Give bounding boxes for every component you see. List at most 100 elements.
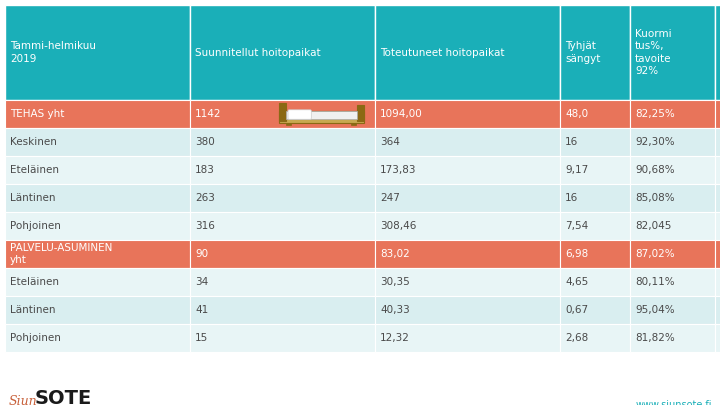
Text: Tyhjät
sängyt: Tyhjät sängyt xyxy=(565,41,600,64)
Bar xyxy=(190,5,375,100)
Text: 247: 247 xyxy=(380,193,400,203)
Text: 48,0: 48,0 xyxy=(565,109,588,119)
Bar xyxy=(560,212,630,240)
Bar xyxy=(190,100,375,128)
Bar xyxy=(375,128,560,156)
Bar xyxy=(286,122,291,125)
Text: 90: 90 xyxy=(195,249,208,259)
Text: 6,98: 6,98 xyxy=(565,249,588,259)
Bar xyxy=(279,111,364,122)
Text: Tammi-helmikuu
2019: Tammi-helmikuu 2019 xyxy=(10,41,96,64)
Text: 2,68: 2,68 xyxy=(565,333,588,343)
Bar xyxy=(5,268,190,296)
Text: 0,67: 0,67 xyxy=(565,305,588,315)
Bar xyxy=(5,240,190,268)
Bar xyxy=(190,128,375,156)
Text: 82,045: 82,045 xyxy=(635,221,671,231)
Text: Pohjoinen: Pohjoinen xyxy=(10,333,61,343)
Text: 364: 364 xyxy=(380,137,400,147)
Bar xyxy=(5,156,190,184)
Bar xyxy=(357,105,364,121)
Bar xyxy=(715,5,720,100)
Bar xyxy=(5,5,190,100)
Bar xyxy=(630,5,715,100)
Bar xyxy=(375,184,560,212)
Bar xyxy=(190,324,375,352)
Bar xyxy=(286,111,357,119)
Text: 1094,00: 1094,00 xyxy=(380,109,423,119)
Text: PALVELU-ASUMINEN
yht: PALVELU-ASUMINEN yht xyxy=(10,243,112,265)
Bar xyxy=(560,184,630,212)
Text: TEHAS yht: TEHAS yht xyxy=(10,109,64,119)
Bar xyxy=(560,268,630,296)
Bar xyxy=(715,212,720,240)
Bar xyxy=(375,324,560,352)
Bar xyxy=(715,296,720,324)
FancyBboxPatch shape xyxy=(288,110,311,119)
Bar xyxy=(630,128,715,156)
Bar xyxy=(630,212,715,240)
Text: Keskinen: Keskinen xyxy=(10,137,57,147)
Bar xyxy=(715,156,720,184)
Text: Pohjoinen: Pohjoinen xyxy=(10,221,61,231)
Text: 15: 15 xyxy=(195,333,208,343)
Bar xyxy=(190,296,375,324)
Bar xyxy=(190,156,375,184)
Bar xyxy=(375,296,560,324)
Bar xyxy=(715,240,720,268)
Text: 1142: 1142 xyxy=(195,109,222,119)
Text: 30,35: 30,35 xyxy=(380,277,410,287)
Text: 263: 263 xyxy=(195,193,215,203)
Text: Toteutuneet hoitopaikat: Toteutuneet hoitopaikat xyxy=(380,47,505,58)
Bar xyxy=(190,268,375,296)
Text: Eteläinen: Eteläinen xyxy=(10,165,59,175)
Bar xyxy=(190,240,375,268)
Bar xyxy=(5,324,190,352)
Text: Läntinen: Läntinen xyxy=(10,193,55,203)
Bar xyxy=(560,156,630,184)
Bar xyxy=(630,184,715,212)
Text: 34: 34 xyxy=(195,277,208,287)
Bar xyxy=(560,5,630,100)
Text: www.siunsote.fi: www.siunsote.fi xyxy=(636,400,712,405)
Bar xyxy=(630,324,715,352)
Bar xyxy=(560,240,630,268)
Text: 7,54: 7,54 xyxy=(565,221,588,231)
Bar xyxy=(279,103,286,122)
Bar xyxy=(375,100,560,128)
Text: 308,46: 308,46 xyxy=(380,221,416,231)
Bar xyxy=(630,156,715,184)
Bar xyxy=(5,128,190,156)
Bar xyxy=(715,128,720,156)
Text: Suunnitellut hoitopaikat: Suunnitellut hoitopaikat xyxy=(195,47,320,58)
Text: 41: 41 xyxy=(195,305,208,315)
Bar xyxy=(375,268,560,296)
Text: 9,17: 9,17 xyxy=(565,165,588,175)
Text: 40,33: 40,33 xyxy=(380,305,410,315)
Bar xyxy=(5,296,190,324)
Bar xyxy=(375,240,560,268)
Text: 12,32: 12,32 xyxy=(380,333,410,343)
Text: 85,08%: 85,08% xyxy=(635,193,675,203)
Bar xyxy=(630,268,715,296)
Text: 173,83: 173,83 xyxy=(380,165,416,175)
Text: 83,02: 83,02 xyxy=(380,249,410,259)
Bar xyxy=(630,296,715,324)
Text: Kuormi
tus%,
tavoite
92%: Kuormi tus%, tavoite 92% xyxy=(635,29,672,76)
Text: 90,68%: 90,68% xyxy=(635,165,675,175)
Bar xyxy=(560,296,630,324)
Text: 4,65: 4,65 xyxy=(565,277,588,287)
Bar xyxy=(630,100,715,128)
Bar xyxy=(560,324,630,352)
Bar xyxy=(630,240,715,268)
Bar xyxy=(190,212,375,240)
Text: 92,30%: 92,30% xyxy=(635,137,675,147)
Bar xyxy=(375,212,560,240)
Bar xyxy=(5,212,190,240)
Bar xyxy=(375,156,560,184)
Bar xyxy=(190,184,375,212)
Bar xyxy=(715,268,720,296)
Bar xyxy=(5,100,190,128)
Text: 82,25%: 82,25% xyxy=(635,109,675,119)
Bar xyxy=(560,100,630,128)
